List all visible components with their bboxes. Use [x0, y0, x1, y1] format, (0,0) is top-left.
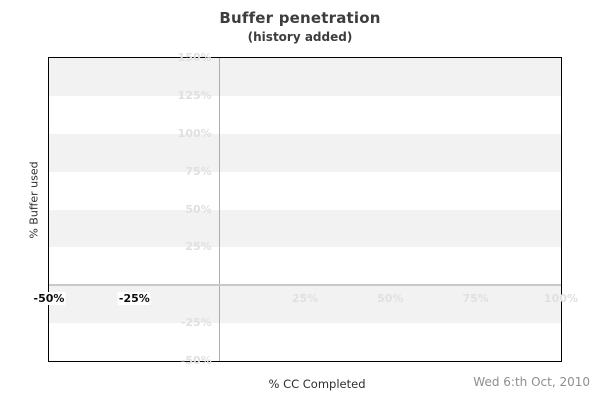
x-tick-label: 25% [291, 292, 319, 306]
y-tick-label: 100% [177, 126, 212, 140]
y-tick-label: 50% [185, 202, 212, 216]
y-zero-gridline [49, 284, 561, 287]
y-tick-label: 125% [177, 88, 212, 102]
grid-band [49, 133, 561, 172]
grid-band [49, 58, 561, 96]
x-tick-label: -25% [117, 292, 151, 306]
y-tick-label: 75% [185, 164, 212, 178]
y-tick-label: -50% [180, 354, 212, 367]
y-axis-title: % Buffer used [27, 161, 41, 239]
grid-band [49, 209, 561, 248]
y-tick-label: 150% [177, 51, 212, 64]
y-tick-label: 25% [185, 240, 212, 254]
chart-title: Buffer penetration [219, 9, 381, 27]
x-axis-title: % CC Completed [268, 377, 366, 391]
date-label: Wed 6:th Oct, 2010 [473, 375, 590, 389]
x-tick-label: 75% [462, 292, 489, 306]
chart-subtitle: (history added) [247, 30, 353, 44]
x-zero-gridline [219, 58, 221, 361]
plot-area: 150% 125% 100% 75% 50% 25% -25% -50% -50% -25% 25%… [32, 51, 578, 367]
x-tick-label: -50% [32, 292, 66, 306]
y-tick-label: -25% [180, 316, 212, 330]
x-tick-label: 100% [544, 292, 578, 306]
x-tick-label: 50% [377, 292, 404, 306]
